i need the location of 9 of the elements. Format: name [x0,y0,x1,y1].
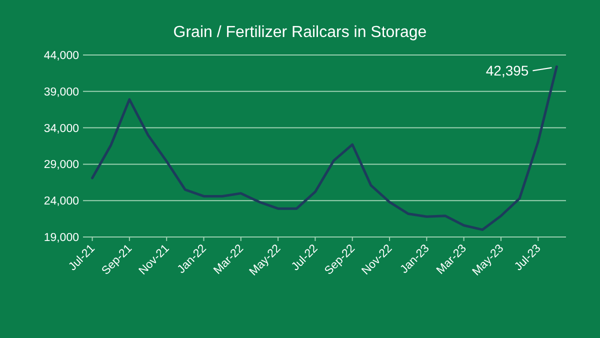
chart-title: Grain / Fertilizer Railcars in Storage [173,24,427,41]
data-label: 42,395 [486,62,529,79]
y-tick-label: 34,000 [44,122,79,135]
y-tick-label: 39,000 [44,86,79,98]
line-series [91,65,558,231]
y-tick-label: 19,000 [44,232,79,244]
y-tick-label: 44,000 [44,50,79,62]
y-tick-label: 24,000 [44,196,79,208]
y-tick-label: 29,000 [44,159,79,172]
